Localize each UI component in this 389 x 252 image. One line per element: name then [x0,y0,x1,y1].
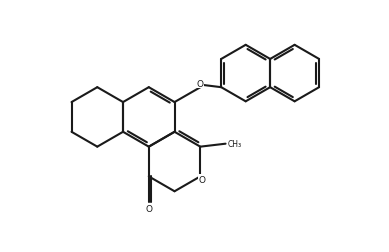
Text: CH₃: CH₃ [228,140,242,149]
Text: O: O [145,204,152,213]
Text: O: O [197,79,204,88]
Text: O: O [198,175,205,184]
